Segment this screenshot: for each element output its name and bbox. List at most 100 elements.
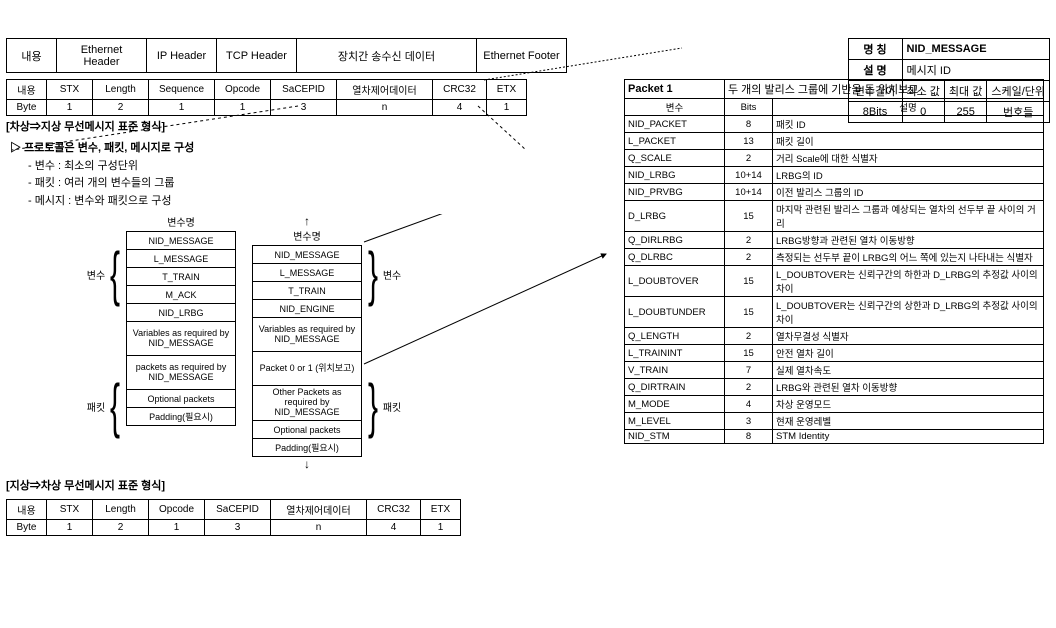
brace-left: 변수 { 패킷 { — [86, 226, 126, 471]
btt-h-7: CRC32 — [433, 80, 487, 100]
right-column: Packet 1 두 개의 발리스 그룹에 기반을 둔 위치보고 변수 Bits… — [624, 79, 1044, 444]
eth-cell-0: 내용 — [7, 39, 57, 73]
stack-left-cell-1: L_MESSAGE — [127, 250, 236, 268]
packet-cell-8-1: 15 — [725, 266, 773, 297]
packet-cell-10-1: 2 — [725, 328, 773, 345]
packet-cell-14-1: 4 — [725, 396, 773, 413]
packet-cell-1-1: 13 — [725, 133, 773, 150]
btb-b-0: Byte — [7, 520, 47, 536]
btb-h-5: 열차제어데이터 — [271, 500, 367, 520]
nid-h-1: 최소 값 — [902, 81, 944, 102]
packet-cell-3-2: LRBG의 ID — [773, 167, 1044, 184]
packet-cell-8-0: L_DOUBTOVER — [625, 266, 725, 297]
nid-desc-lbl: 설 명 — [848, 60, 902, 81]
btb-h-2: Length — [93, 500, 149, 520]
nid-h-0: 변수길이 — [848, 81, 902, 102]
stack-right-cell-0: NID_MESSAGE — [253, 246, 362, 264]
btb-h-7: ETX — [421, 500, 461, 520]
stack-right: ↑ 변수명 NID_MESSAGEL_MESSAGET_TRAINNID_ENG… — [252, 214, 362, 471]
packet-cell-7-2: 측정되는 선두부 끝이 LRBG의 어느 쪽에 있는지 나타내는 식별자 — [773, 249, 1044, 266]
packet-cell-5-2: 마지막 관련된 발리스 그룹과 예상되는 열차의 선두부 끝 사이의 거리 — [773, 201, 1044, 232]
stack-left-cell-2: T_TRAIN — [127, 268, 236, 286]
protocol-line-2: - 메시지 : 변수와 패킷으로 구성 — [28, 193, 612, 211]
nid-desc-val: 메시지 ID — [902, 60, 1050, 81]
protocol-line-1: - 패킷 : 여러 개의 변수들의 그룹 — [28, 175, 612, 193]
packet-cell-3-0: NID_LRBG — [625, 167, 725, 184]
packet-cell-3-1: 10+14 — [725, 167, 773, 184]
btb-b-1: 1 — [47, 520, 93, 536]
packet-cell-16-0: NID_STM — [625, 430, 725, 444]
btb-b-7: 1 — [421, 520, 461, 536]
byte-table-top: 내용STXLengthSequenceOpcodeSaCEPID열차제어데이터C… — [6, 79, 527, 116]
packet-cell-2-1: 2 — [725, 150, 773, 167]
btt-b-6: n — [337, 100, 433, 116]
packet-cell-2-2: 거리 Scale에 대한 식별자 — [773, 150, 1044, 167]
packet-cell-7-0: Q_DLRBC — [625, 249, 725, 266]
rbrace-icon-2: } — [368, 386, 378, 426]
packet-cell-6-0: Q_DIRLRBG — [625, 232, 725, 249]
nid-h-2: 최대 값 — [944, 81, 986, 102]
pt-h-1: Bits — [725, 99, 773, 116]
stack-left-cell-5: Variables as required by NID_MESSAGE — [127, 322, 236, 356]
nid-v-1: 0 — [902, 102, 944, 123]
btt-h-4: Opcode — [215, 80, 271, 100]
btt-h-3: Sequence — [149, 80, 215, 100]
rbrace-icon: } — [368, 254, 378, 294]
stack-left-header: 변수명 — [126, 214, 236, 229]
packet-cell-14-2: 차상 운영모드 — [773, 396, 1044, 413]
btt-h-2: Length — [93, 80, 149, 100]
btb-h-1: STX — [47, 500, 93, 520]
btb-h-6: CRC32 — [367, 500, 421, 520]
packet-cell-10-2: 열차무결성 식별자 — [773, 328, 1044, 345]
packet-cell-4-1: 10+14 — [725, 184, 773, 201]
packet-cell-9-0: L_DOUBTUNDER — [625, 297, 725, 328]
btb-h-0: 내용 — [7, 500, 47, 520]
packet-cell-4-0: NID_PRVBG — [625, 184, 725, 201]
packet-cell-11-2: 안전 열차 길이 — [773, 345, 1044, 362]
left-column: 내용STXLengthSequenceOpcodeSaCEPID열차제어데이터C… — [6, 79, 612, 536]
arrow-up-icon: ↑ — [252, 214, 362, 228]
packet-cell-15-0: M_LEVEL — [625, 413, 725, 430]
packet-cell-6-1: 2 — [725, 232, 773, 249]
nid-h-3: 스케일/단위 — [987, 81, 1050, 102]
packet-table: Packet 1 두 개의 발리스 그룹에 기반을 둔 위치보고 변수 Bits… — [624, 79, 1044, 444]
btb-b-6: 4 — [367, 520, 421, 536]
protocol-line-0: - 변수 : 최소의 구성단위 — [28, 158, 612, 176]
eth-cell-5: Ethernet Footer — [477, 39, 567, 73]
btb-h-3: Opcode — [149, 500, 205, 520]
btt-h-8: ETX — [487, 80, 527, 100]
packet-cell-7-1: 2 — [725, 249, 773, 266]
protocol-title: 프로토콜은 변수, 패킷, 메시지로 구성 — [10, 140, 612, 158]
packet-cell-16-1: 8 — [725, 430, 773, 444]
nid-v-3: 번호들 — [987, 102, 1050, 123]
packet-cell-4-2: 이전 발리스 그룹의 ID — [773, 184, 1044, 201]
arrow-down-icon: ↓ — [252, 457, 362, 471]
ethernet-frame-table: 내용Ethernet HeaderIP HeaderTCP Header장치간 … — [6, 38, 567, 73]
packet-cell-1-0: L_PACKET — [625, 133, 725, 150]
packet-cell-8-2: L_DOUBTOVER는 신뢰구간의 하한과 D_LRBG의 추정값 사이의 차… — [773, 266, 1044, 297]
packet-cell-16-2: STM Identity — [773, 430, 1044, 444]
btb-b-4: 3 — [205, 520, 271, 536]
eth-cell-4: 장치간 송수신 데이터 — [297, 39, 477, 73]
packet-cell-0-1: 8 — [725, 116, 773, 133]
packet-cell-15-1: 3 — [725, 413, 773, 430]
btb-b-3: 1 — [149, 520, 205, 536]
packet-cell-5-1: 15 — [725, 201, 773, 232]
packet-cell-13-2: LRBG와 관련된 열차 이동방향 — [773, 379, 1044, 396]
packet-cell-6-2: LRBG방향과 관련된 열차 이동방향 — [773, 232, 1044, 249]
nid-message-box: 명 칭 NID_MESSAGE 설 명 메시지 ID 변수길이 최소 값 최대 … — [848, 38, 1051, 123]
stack-right-cell-3: NID_ENGINE — [253, 300, 362, 318]
btt-b-8: 1 — [487, 100, 527, 116]
eth-cell-1: Ethernet Header — [57, 39, 147, 73]
packet-cell-1-2: 패킷 길이 — [773, 133, 1044, 150]
packet-cell-9-1: 15 — [725, 297, 773, 328]
caption-top: [차상⇒지상 무선메시지 표준 형식] — [6, 118, 612, 134]
eth-cell-3: TCP Header — [217, 39, 297, 73]
stack-right-cell-1: L_MESSAGE — [253, 264, 362, 282]
btb-b-2: 2 — [93, 520, 149, 536]
btt-b-3: 1 — [149, 100, 215, 116]
btt-b-0: Byte — [7, 100, 47, 116]
btt-h-1: STX — [47, 80, 93, 100]
btb-b-5: n — [271, 520, 367, 536]
btt-h-6: 열차제어데이터 — [337, 80, 433, 100]
